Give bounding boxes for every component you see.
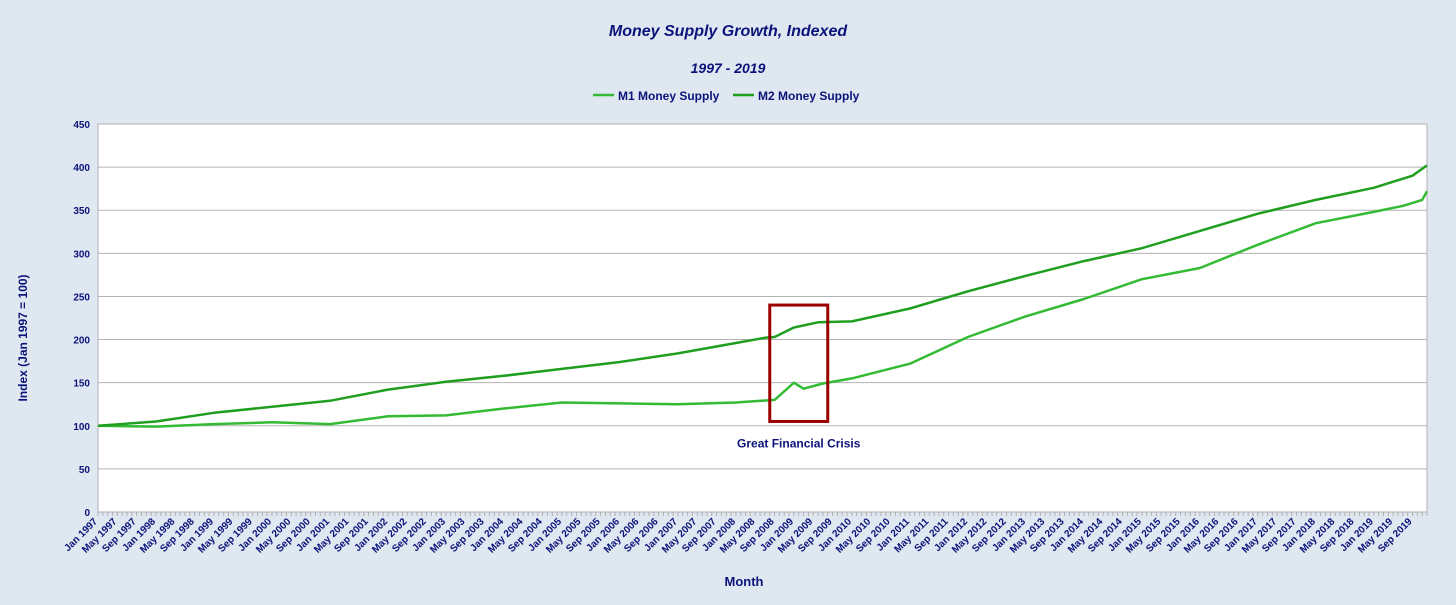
crisis-highlight-box (768, 303, 830, 423)
y-tick-label: 50 (79, 465, 91, 476)
x-axis-title: Month (725, 574, 764, 589)
legend: M1 Money Supply M2 Money Supply (593, 89, 860, 103)
plot-area (97, 123, 1428, 513)
crisis-annotation-label: Great Financial Crisis (737, 436, 861, 450)
chart-title: Money Supply Growth, Indexed (609, 23, 848, 40)
y-tick-label: 150 (73, 379, 90, 390)
series-line-m1 (97, 190, 1429, 428)
y-axis-ticks: 0 50 100 150 200 250 300 350 400 450 (73, 120, 90, 519)
y-tick-label: 350 (73, 206, 90, 217)
series-lines (97, 164, 1429, 428)
legend-label-m2: M2 Money Supply (758, 89, 860, 103)
y-tick-label: 100 (73, 422, 90, 433)
y-tick-label: 300 (73, 249, 90, 260)
legend-label-m1: M1 Money Supply (618, 89, 720, 103)
y-tick-label: 250 (73, 292, 90, 303)
y-tick-label: 0 (84, 508, 90, 519)
y-axis-title: Index (Jan 1997 = 100) (16, 274, 30, 401)
y-tick-label: 200 (73, 336, 90, 347)
y-tick-label: 450 (73, 120, 90, 131)
y-tick-label: 400 (73, 163, 90, 174)
annotation-group: Great Financial Crisis (737, 303, 861, 450)
chart-subtitle: 1997 - 2019 (691, 60, 766, 76)
series-line-m2 (97, 164, 1428, 428)
gridlines (98, 166, 1427, 470)
